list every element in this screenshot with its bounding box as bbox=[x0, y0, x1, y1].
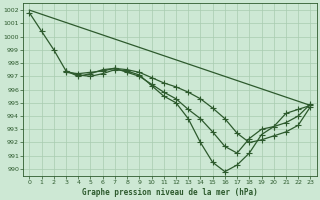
X-axis label: Graphe pression niveau de la mer (hPa): Graphe pression niveau de la mer (hPa) bbox=[82, 188, 258, 197]
